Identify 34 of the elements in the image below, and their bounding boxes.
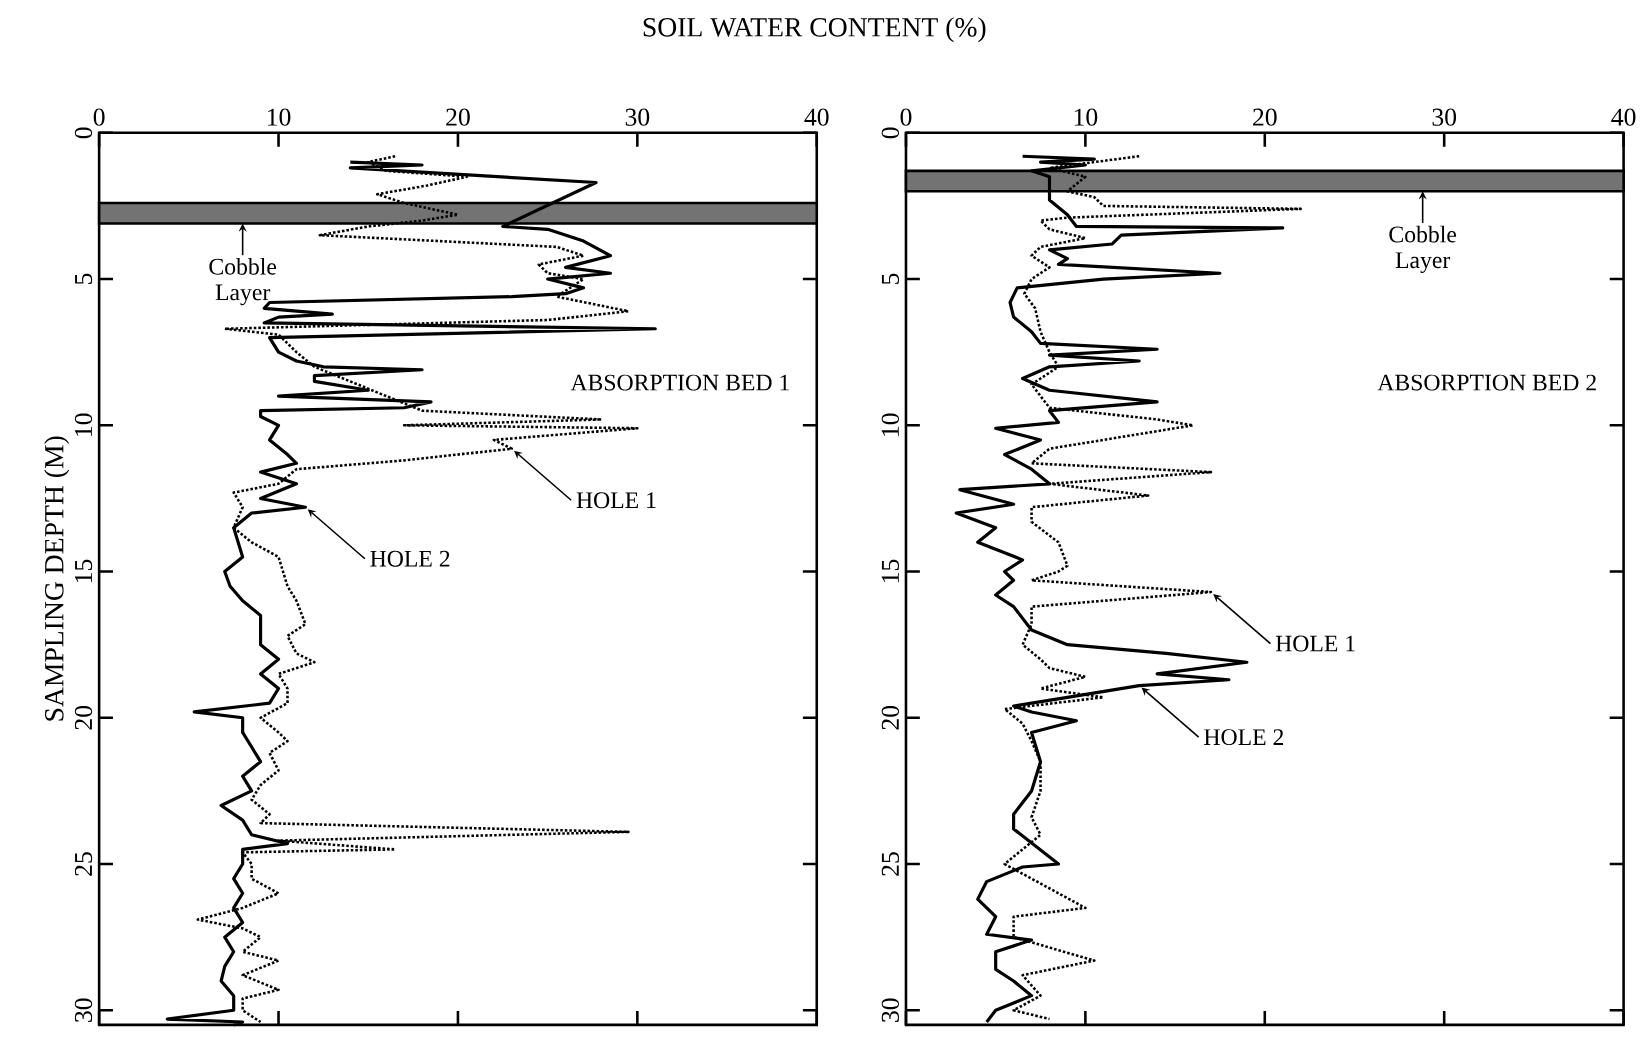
y-tick-label: 5: [75, 273, 93, 285]
chart-title: SOIL WATER CONTENT (%): [643, 17, 986, 43]
x-tick-label: 30: [625, 108, 650, 126]
x-tick-label: 40: [1611, 108, 1636, 126]
y-tick-label: 30: [74, 998, 93, 1023]
annotation: HOLE 2: [370, 550, 450, 567]
x-tick-label: 0: [93, 108, 105, 126]
annotation: HOLE 2: [1204, 729, 1284, 746]
y-tick-label: 0: [881, 127, 899, 139]
annotation: HOLE 1: [576, 492, 656, 509]
x-tick-label: 40: [804, 108, 829, 126]
x-tick-label: 10: [1074, 108, 1098, 126]
x-tick-label: 20: [446, 108, 470, 126]
y-tick-label: 25: [881, 852, 899, 876]
y-tick-label: 25: [74, 852, 93, 876]
y-tick-label: 20: [74, 706, 93, 730]
x-tick-label: 30: [1432, 108, 1457, 126]
x-tick-label: 0: [900, 108, 912, 126]
legend-label: Cobble Layer: [209, 258, 277, 306]
annotation: HOLE 1: [1275, 635, 1355, 652]
x-tick-label: 20: [1253, 108, 1277, 126]
annotation: ABSORPTION BED 1: [570, 374, 789, 391]
y-tick-label: 10: [881, 413, 899, 437]
y-axis-title: SAMPLING DEPTH (M): [44, 436, 70, 721]
annotation: ABSORPTION BED 2: [1377, 374, 1596, 391]
legend-label: Cobble Layer: [1389, 225, 1457, 274]
y-tick-label: 20: [881, 706, 899, 730]
y-tick-label: 15: [74, 559, 93, 583]
y-tick-label: 30: [881, 998, 899, 1023]
y-tick-label: 5: [881, 273, 899, 285]
y-tick-label: 0: [74, 127, 93, 139]
y-tick-label: 10: [74, 413, 93, 437]
x-tick-label: 10: [267, 108, 291, 126]
y-tick-label: 15: [881, 559, 899, 583]
